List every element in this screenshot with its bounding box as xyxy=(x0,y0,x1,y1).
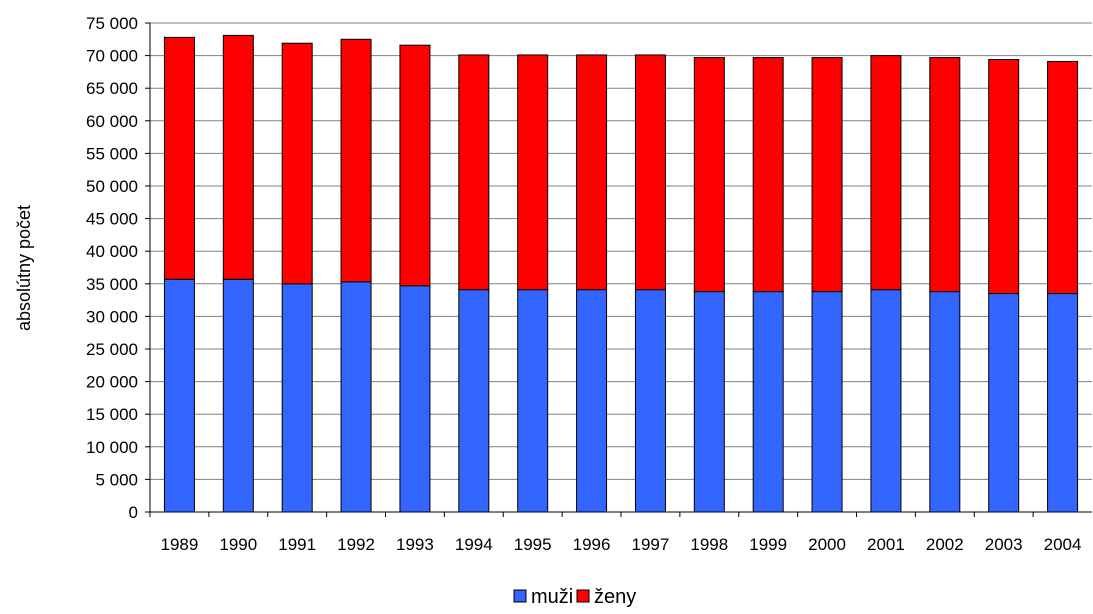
bar-zeny-1996 xyxy=(576,54,608,291)
x-tick-label: 1992 xyxy=(337,535,375,554)
bar-muzi-1991 xyxy=(281,283,313,513)
x-tick-label: 1991 xyxy=(278,535,316,554)
bar-zeny-1998 xyxy=(693,57,725,293)
x-tick-label: 1999 xyxy=(749,535,787,554)
bar-zeny-2002 xyxy=(929,57,961,293)
x-tick-label: 2002 xyxy=(926,535,964,554)
y-tick-label: 15 000 xyxy=(86,405,138,424)
y-tick-label: 0 xyxy=(129,503,138,522)
bar-muzi-1992 xyxy=(340,281,372,513)
x-tick-label: 2000 xyxy=(808,535,846,554)
x-tick-label: 1989 xyxy=(161,535,199,554)
bar-muzi-1990 xyxy=(222,278,254,513)
x-tick-label: 2001 xyxy=(867,535,905,554)
x-tick-labels: 1989 1990 1991 1992 1993 1994 1995 1996 1997 1998… xyxy=(149,512,1082,554)
bar-zeny-2003 xyxy=(988,59,1020,295)
bars xyxy=(163,34,1079,513)
bar-zeny-1999 xyxy=(752,57,784,293)
y-tick-labels: 0 5 000 10 000 15 000 20 000 25 000 30 000 35 0… xyxy=(86,14,150,522)
bar-zeny-2000 xyxy=(811,57,843,293)
y-tick-label: 65 000 xyxy=(86,79,138,98)
y-tick-label: 45 000 xyxy=(86,210,138,229)
x-tick-label: 2003 xyxy=(985,535,1023,554)
x-tick-label: 1996 xyxy=(573,535,611,554)
y-tick-label: 30 000 xyxy=(86,307,138,326)
x-tick-label: 1994 xyxy=(455,535,493,554)
y-tick-label: 35 000 xyxy=(86,275,138,294)
y-tick-label: 40 000 xyxy=(86,242,138,261)
bar-zeny-2001 xyxy=(870,55,902,291)
bar-muzi-1989 xyxy=(163,278,195,513)
bar-muzi-2000 xyxy=(811,291,843,513)
bar-muzi-1997 xyxy=(634,289,666,513)
bar-zeny-1995 xyxy=(517,54,549,291)
y-axis-title: absolútny počet xyxy=(14,205,34,331)
bar-muzi-1993 xyxy=(399,285,431,513)
y-tick-label: 70 000 xyxy=(86,47,138,66)
x-tick-label: 1998 xyxy=(690,535,728,554)
bar-muzi-2004 xyxy=(1047,293,1079,513)
y-tick-label: 5 000 xyxy=(95,470,138,489)
x-tick-label: 1990 xyxy=(219,535,257,554)
bar-muzi-1995 xyxy=(517,289,549,513)
x-tick-label: 2004 xyxy=(1044,535,1082,554)
bar-muzi-2001 xyxy=(870,289,902,513)
bar-muzi-2003 xyxy=(988,293,1020,513)
bar-zeny-1992 xyxy=(340,38,372,283)
bar-muzi-1996 xyxy=(576,289,608,513)
bar-zeny-1997 xyxy=(634,54,666,291)
bar-zeny-1994 xyxy=(458,54,490,291)
y-tick-label: 10 000 xyxy=(86,438,138,457)
legend-swatch-zeny xyxy=(576,589,590,603)
bar-zeny-1990 xyxy=(222,34,254,280)
bar-muzi-1994 xyxy=(458,289,490,513)
legend-label-zeny: ženy xyxy=(594,586,636,608)
bar-muzi-2002 xyxy=(929,291,961,513)
y-tick-label: 75 000 xyxy=(86,14,138,33)
bar-zeny-1989 xyxy=(163,36,195,280)
x-tick-label: 1993 xyxy=(396,535,434,554)
legend-label-muzi: muži xyxy=(531,586,573,608)
x-tick-label: 1997 xyxy=(632,535,670,554)
bar-zeny-1991 xyxy=(281,42,313,285)
y-tick-label: 55 000 xyxy=(86,144,138,163)
bar-muzi-1999 xyxy=(752,291,784,513)
legend-swatch-muzi xyxy=(513,589,527,603)
y-tick-label: 50 000 xyxy=(86,177,138,196)
legend: muži ženy xyxy=(513,586,636,608)
y-tick-label: 20 000 xyxy=(86,373,138,392)
bar-zeny-2004 xyxy=(1047,60,1079,295)
bar-zeny-1993 xyxy=(399,44,431,287)
x-tick-label: 1995 xyxy=(514,535,552,554)
y-tick-label: 25 000 xyxy=(86,340,138,359)
bar-muzi-1998 xyxy=(693,291,725,513)
y-tick-label: 60 000 xyxy=(86,112,138,131)
